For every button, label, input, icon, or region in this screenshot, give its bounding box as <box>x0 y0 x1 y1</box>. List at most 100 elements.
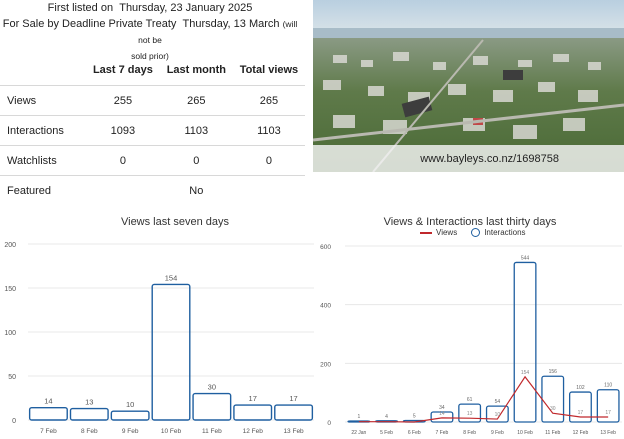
bar-value-label: 17 <box>249 394 257 403</box>
x-tick-label: 10 Feb <box>517 430 533 436</box>
bar-value-label: 34 <box>439 405 445 411</box>
table-cell: 265 <box>159 85 233 116</box>
y-tick-label: 50 <box>8 374 16 381</box>
y-tick-label: 600 <box>320 244 331 251</box>
x-tick-label: 10 Feb <box>161 428 182 435</box>
views-legend-line-icon <box>420 231 432 234</box>
chart-legend: Views Interactions <box>420 228 526 237</box>
table-cell: 0 <box>86 145 160 176</box>
thirty-day-views-interactions-chart: 0 200 400 600 1 22 Jan 4 5 Feb 5 6 Feb 34 7 Feb 61 8 … <box>320 244 622 436</box>
legend-interactions-label: Interactions <box>484 228 526 237</box>
bar <box>192 392 232 421</box>
seven-day-views-chart: 0 50 100 150 200 14 7 Feb 13 8 Feb 10 9 Feb 154 10 F… <box>4 242 314 435</box>
interactions-legend-circle-icon <box>471 228 481 237</box>
interactions-bar <box>430 411 454 423</box>
x-tick-label: 8 Feb <box>463 430 476 436</box>
bar <box>274 404 314 421</box>
x-tick-label: 13 Feb <box>283 428 304 435</box>
y-tick-label: 400 <box>320 303 331 310</box>
interactions-bar <box>513 261 537 423</box>
table-cell <box>86 175 160 205</box>
y-tick-label: 100 <box>4 330 16 337</box>
x-tick-label: 7 Feb <box>40 428 57 435</box>
stats-corner <box>0 55 86 86</box>
y-tick-label: 0 <box>327 420 331 427</box>
bar-value-label: 1 <box>357 414 360 420</box>
y-tick-label: 0 <box>12 418 16 425</box>
x-tick-label: 12 Feb <box>243 428 264 435</box>
bar-value-label: 102 <box>576 385 585 391</box>
bar <box>233 404 273 421</box>
row-label: Featured <box>0 175 86 205</box>
row-label: Interactions <box>0 115 86 146</box>
table-cell <box>232 175 305 205</box>
y-tick-label: 150 <box>4 286 16 293</box>
bar-value-label: 5 <box>413 414 416 420</box>
col-header: Last 7 days <box>92 64 153 76</box>
interactions-bar <box>485 405 509 423</box>
bar <box>69 407 109 421</box>
deadline-note-cont: sold prior) <box>131 51 169 61</box>
x-tick-label: 12 Feb <box>573 430 589 436</box>
x-tick-label: 6 Feb <box>408 430 421 436</box>
table-cell: No <box>159 175 233 205</box>
bar-value-label: 110 <box>604 383 612 389</box>
first-listed-date: Thursday, 23 January 2025 <box>119 2 253 14</box>
bar-value-label: 154 <box>165 273 178 282</box>
deadline-date: Thursday, 13 March <box>182 18 280 30</box>
x-tick-label: 8 Feb <box>81 428 98 435</box>
views-line <box>358 375 609 423</box>
x-tick-label: 22 Jan <box>351 430 366 436</box>
row-label: Views <box>0 85 86 116</box>
interactions-bar <box>458 403 482 423</box>
stats-header-row: Last 7 days Last month Total views <box>0 55 305 86</box>
stats-table: Last 7 days Last month Total views Views… <box>0 55 305 205</box>
deadline-note: (will not be <box>138 19 298 45</box>
table-cell: 1103 <box>232 115 305 146</box>
x-tick-label: 7 Feb <box>436 430 449 436</box>
bar-value-label: 54 <box>495 399 501 405</box>
listing-url: www.bayleys.co.nz/1698758 <box>313 145 624 172</box>
y-tick-label: 200 <box>320 361 331 368</box>
bar-value-label: 10 <box>126 400 134 409</box>
x-tick-label: 9 Feb <box>491 430 504 436</box>
x-tick-label: 11 Feb <box>202 428 222 435</box>
bar-value-label: 61 <box>467 397 473 403</box>
first-listed-line: First listed on Thursday, 23 January 202… <box>0 0 300 16</box>
table-row: Interactions 1093 1103 1103 <box>0 115 305 146</box>
x-tick-label: 9 Feb <box>122 428 139 435</box>
table-cell: 255 <box>86 85 160 116</box>
line-value-label: 14 <box>439 411 445 417</box>
line-value-label: 17 <box>578 410 584 416</box>
bar-value-label: 544 <box>521 255 530 261</box>
chart-title-thirty-days: Views & Interactions last thirty days <box>383 216 557 228</box>
table-row: Featured No <box>0 175 305 205</box>
col-header: Total views <box>239 64 299 76</box>
sale-method: For Sale by Deadline Private Treaty <box>2 18 177 30</box>
bar <box>151 283 191 421</box>
bar-value-label: 30 <box>208 383 216 392</box>
bar-value-label: 13 <box>85 398 93 407</box>
interactions-bar <box>596 389 620 423</box>
table-cell: 1103 <box>159 115 233 146</box>
sale-method-line: For Sale by Deadline Private Treaty Thur… <box>0 16 300 48</box>
x-tick-label: 11 Feb <box>545 430 560 436</box>
listing-header: First listed on Thursday, 23 January 202… <box>0 0 300 64</box>
table-row: Views 255 265 265 <box>0 85 305 116</box>
interactions-bar <box>541 375 565 423</box>
bar <box>28 406 68 421</box>
line-value-label: 13 <box>467 411 473 417</box>
bar-value-label: 156 <box>549 369 558 375</box>
col-header: Last month <box>166 64 226 76</box>
line-value-label: 10 <box>495 412 501 418</box>
table-cell: 1093 <box>86 115 160 146</box>
bar-value-label: 14 <box>44 397 52 406</box>
line-value-label: 30 <box>550 406 556 412</box>
row-label: Watchlists <box>0 145 86 176</box>
line-value-label: 154 <box>521 370 530 376</box>
line-value-label: 17 <box>605 410 611 416</box>
x-tick-label: 13 Feb <box>600 430 616 436</box>
first-listed-label: First listed on <box>47 2 114 14</box>
table-row: Watchlists 0 0 0 <box>0 145 305 176</box>
bar-value-label: 4 <box>385 414 388 420</box>
